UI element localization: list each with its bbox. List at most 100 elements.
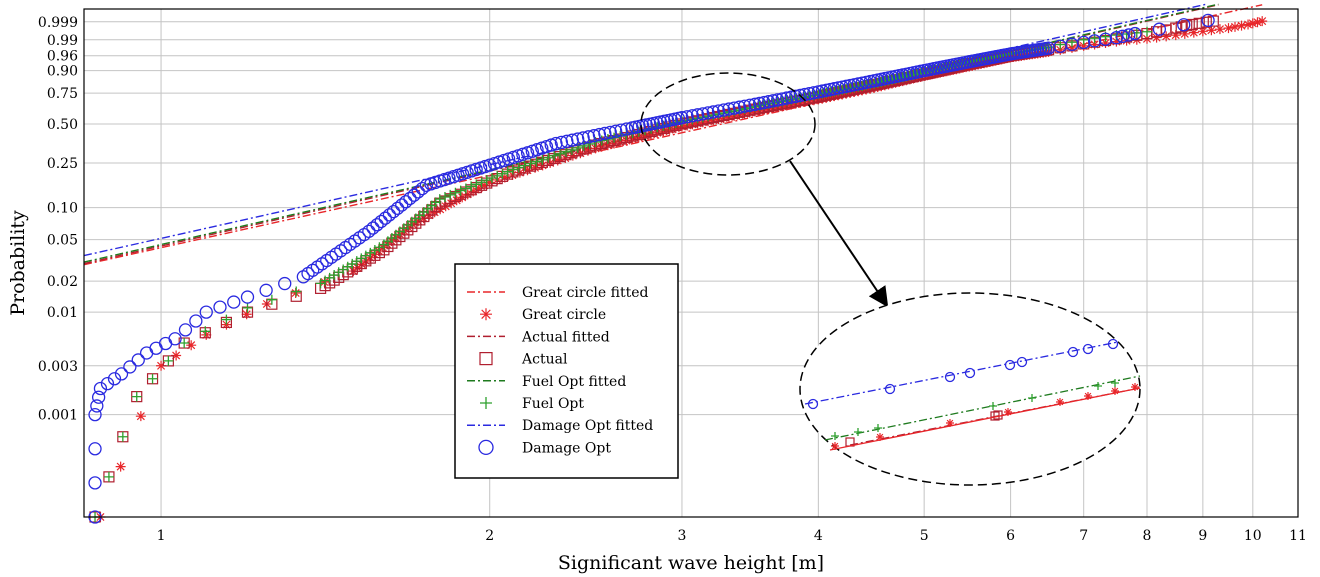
zoom-source-ellipse xyxy=(640,72,816,176)
data-point xyxy=(168,332,182,346)
legend-entry: Fuel Opt fitted xyxy=(522,374,626,390)
data-point xyxy=(727,101,741,115)
data-point xyxy=(685,109,700,123)
data-point xyxy=(451,195,462,206)
legend-swatch xyxy=(480,308,492,321)
y-tick-label: 0.90 xyxy=(47,64,78,80)
series-damage-opt xyxy=(88,13,1215,524)
y-tick-label: 0.02 xyxy=(47,274,78,290)
data-point xyxy=(1186,18,1198,31)
legend-entry: Actual fitted xyxy=(521,329,610,345)
data-point xyxy=(1236,20,1247,31)
data-point xyxy=(793,88,807,103)
inset-data-point xyxy=(1111,379,1119,387)
data-point xyxy=(1131,27,1142,38)
data-point xyxy=(1197,26,1208,37)
data-point xyxy=(502,166,513,177)
data-point xyxy=(537,160,548,171)
legend-entry: Great circle fitted xyxy=(522,285,649,301)
data-point xyxy=(757,95,771,110)
y-tick-label: 0.96 xyxy=(47,49,78,65)
data-point xyxy=(743,98,757,112)
x-tick-label: 6 xyxy=(1006,528,1015,544)
data-point xyxy=(603,125,617,139)
data-point xyxy=(609,124,623,138)
data-point xyxy=(1206,25,1217,36)
data-point xyxy=(737,99,752,113)
data-point xyxy=(1142,26,1153,37)
data-point xyxy=(88,442,102,456)
data-point xyxy=(1247,18,1258,29)
data-point xyxy=(259,283,273,297)
y-tick-label: 0.003 xyxy=(38,359,78,375)
inset-fitted-line xyxy=(804,341,1119,405)
x-axis-label: Significant wave height [m] xyxy=(558,552,824,574)
legend-swatch xyxy=(478,439,494,456)
inset-data-point xyxy=(1111,387,1119,395)
data-point xyxy=(455,185,466,196)
fitted-line-great-circle-fitted xyxy=(83,4,1263,266)
data-point xyxy=(578,140,589,151)
data-point xyxy=(291,286,302,297)
data-point xyxy=(486,172,497,183)
data-point xyxy=(766,94,780,108)
data-point xyxy=(602,140,613,151)
y-tick-labels: 0.999 0.990.960.90 0.75 0.50 0.25 0.10 0.05 0.0… xyxy=(38,15,78,424)
data-point xyxy=(479,180,490,191)
data-point xyxy=(531,156,542,167)
data-point xyxy=(614,123,628,137)
data-point xyxy=(1170,30,1181,41)
zoom-inset-ellipse xyxy=(799,292,1141,486)
data-point xyxy=(571,132,585,146)
plot-frame xyxy=(83,8,1299,518)
inset-data-point xyxy=(1004,359,1016,371)
data-point xyxy=(615,137,626,148)
data-point xyxy=(88,476,102,490)
data-point xyxy=(513,162,524,173)
data-point xyxy=(609,138,620,149)
data-point xyxy=(1055,44,1066,55)
data-point xyxy=(386,204,401,219)
y-tick-label: 0.001 xyxy=(38,408,78,424)
inset-data-point xyxy=(1094,382,1102,390)
data-point xyxy=(722,102,736,116)
data-point xyxy=(378,211,392,225)
data-point xyxy=(664,124,675,135)
data-point xyxy=(1055,39,1066,50)
inset-data-point xyxy=(1016,356,1028,368)
data-point xyxy=(450,187,461,198)
data-point xyxy=(522,165,533,176)
data-point xyxy=(1188,27,1199,38)
data-point xyxy=(1089,39,1100,50)
data-point xyxy=(460,183,471,194)
data-point xyxy=(1214,24,1225,35)
data-point xyxy=(598,126,612,141)
y-tick-label: 0.999 xyxy=(38,15,78,31)
data-point xyxy=(771,93,785,107)
inset-data-point xyxy=(876,433,884,441)
zoom-inset-content xyxy=(804,338,1141,451)
x-tick-label: 5 xyxy=(920,528,929,544)
data-point xyxy=(156,360,167,371)
data-point xyxy=(537,154,548,165)
data-point xyxy=(481,175,492,186)
legend-entry: Great circle xyxy=(522,307,606,323)
inset-data-point xyxy=(964,367,976,379)
data-point xyxy=(575,148,586,159)
x-tick-label: 4 xyxy=(814,528,823,544)
data-point xyxy=(1243,19,1254,30)
data-point xyxy=(543,152,554,163)
data-point xyxy=(179,338,190,349)
data-point xyxy=(560,146,571,157)
data-point xyxy=(1257,16,1268,27)
data-point xyxy=(103,471,114,482)
data-point xyxy=(131,391,142,402)
data-point xyxy=(752,96,767,111)
x-tick-label: 8 xyxy=(1143,528,1152,544)
data-point xyxy=(163,355,174,366)
data-point xyxy=(802,86,816,101)
data-point xyxy=(748,97,762,111)
data-point xyxy=(680,110,694,124)
data-point xyxy=(732,100,747,114)
data-point xyxy=(240,290,255,304)
